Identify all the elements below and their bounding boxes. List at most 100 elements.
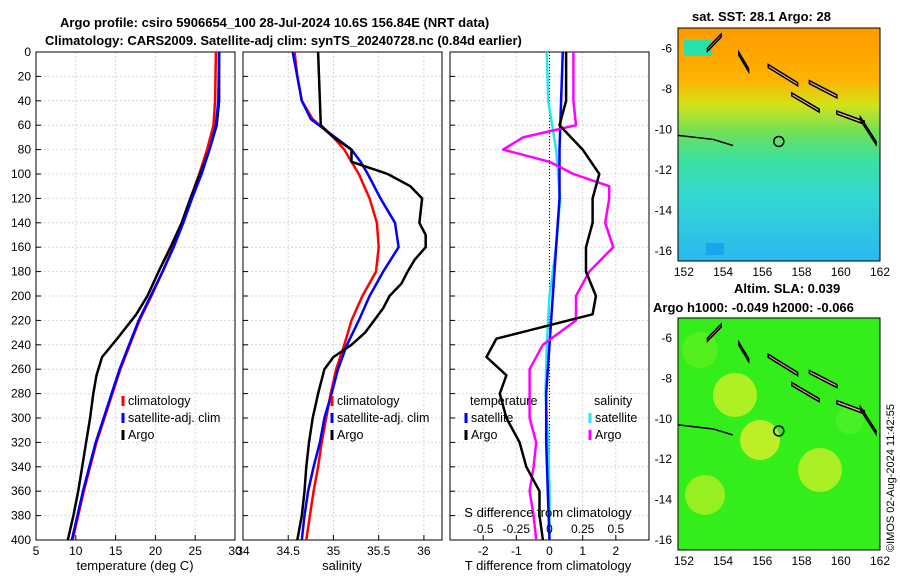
depth-tick-label: 160 [11,240,31,254]
sst-map-cool-patch [684,40,712,56]
salinity-panel-xtick-label: 36 [417,544,431,558]
sla-map-island [790,381,820,404]
depth-tick-label: 220 [11,313,31,327]
difference-temperature-satellite-line [544,51,565,541]
difference-legend-salinity-argo-label: Argo [595,428,621,442]
depth-tick-label: 240 [11,338,31,352]
difference-panel-xtick-label: 1 [579,544,586,558]
salinity-panel-xtick-label: 35.5 [367,544,391,558]
temperature-legend-argo-label: Argo [128,428,154,442]
sla-map-island [706,322,722,344]
sst-map-argo-marker [773,135,785,148]
figure-title-line2: Climatology: CARS2009. Satellite-adj cli… [45,33,522,48]
depth-tick-label: 320 [11,435,31,449]
salinity-panel-frame [242,51,443,541]
depth-tick-label: 100 [11,167,31,181]
salinity-panel-xtick-label: 35 [327,544,341,558]
sst-map-frame [677,27,881,262]
sla-map-lon-tick: 156 [752,554,772,568]
depth-tick-label: 300 [11,411,31,425]
sla-map-lat-tick: -8 [661,372,672,386]
sla-map-lon-tick: 162 [870,554,890,568]
salinity-legend-satellite-label: satellite-adj. clim [337,411,429,425]
sst-map-lon-tick: 158 [792,265,812,279]
sla-map-anomaly-blob [836,406,864,434]
depth-tick-label: 120 [11,191,31,205]
difference-top-tick: -0.5 [473,522,494,536]
sst-map-island [808,79,838,100]
figure-title-line1: Argo profile: csiro 5906654_100 28-Jul-2… [60,15,490,30]
salinity-panel-xtick-label: 34 [236,544,250,558]
temperature-panel-xtick-label: 25 [189,544,203,558]
depth-tick-label: 200 [11,289,31,303]
sla-map-island [808,369,838,389]
sla-map-lon-tick: 154 [713,554,733,568]
salinity-panel-xtick-label: 34.5 [277,544,301,558]
salinity-legend-climatology-label: climatology [337,394,400,408]
sla-map-lon-tick: 158 [792,554,812,568]
sla-map-lat-tick: -10 [655,412,673,426]
sst-map-lat-tick: -10 [655,122,673,136]
sla-map-anomaly-blob [685,475,725,515]
sla-map-island [859,404,877,437]
difference-top-tick: -0.25 [503,522,531,536]
difference-legend-salinity-title: salinity [594,394,633,408]
sla-map-anomaly-blob [682,332,718,368]
sla-map-argo-marker [773,425,785,437]
sst-map-lon-tick: 156 [752,265,772,279]
sla-map-island [738,339,750,365]
difference-top-tick: 0.5 [607,522,624,536]
sst-map-island [767,63,799,88]
temperature-panel-xtick-label: 15 [109,544,123,558]
sla-map-lat-tick: -6 [661,331,672,345]
difference-panel-xtick-label: -1 [511,544,522,558]
temperature-panel-xtick-label: 10 [69,544,83,558]
sst-map-title: sat. SST: 28.1 Argo: 28 [692,9,831,24]
sst-map-island [738,49,750,75]
depth-tick-label: 0 [24,45,31,59]
difference-legend-temperature-title: temperature [470,394,537,408]
salinity-legend-argo-label: Argo [337,428,363,442]
sst-map-lat-tick: -16 [655,244,673,258]
difference-panel-xtick-label: 0 [546,544,553,558]
sst-map-lat-tick: -14 [655,203,673,217]
sla-map-island [767,352,799,377]
sla-map-frame [677,317,881,551]
difference-top-label: S difference from climatology [464,505,632,520]
difference-top-tick: 0.25 [571,522,595,536]
temperature-satellite-line [70,51,221,541]
temperature-panel-xtick-label: 20 [149,544,163,558]
sst-map-lon-tick: 160 [831,265,851,279]
sla-map-anomaly-blob [798,448,842,492]
difference-top-tick: 0 [546,522,553,536]
difference-salinity-satellite-line [544,51,562,540]
sla-map-lon-tick: 152 [674,554,694,568]
sst-map-lon-tick: 154 [713,265,733,279]
depth-tick-label: 40 [18,94,32,108]
temperature-panel-xtick-label: 5 [33,544,40,558]
salinity-argo-line [296,51,427,541]
temperature-xlabel: temperature (deg C) [76,558,193,573]
sst-map-lat-tick: -6 [661,41,672,55]
difference-panel-xtick-label: 2 [612,544,619,558]
depth-tick-label: 280 [11,387,31,401]
sst-map-coastline [677,134,734,147]
difference-xlabel: T difference from climatology [465,558,632,573]
depth-tick-label: 60 [18,118,32,132]
sst-map-lon-tick: 162 [870,265,890,279]
difference-legend-salinity-satellite-label: satellite [595,411,637,425]
depth-tick-label: 260 [11,362,31,376]
depth-tick-label: 140 [11,216,31,230]
sst-map-island [706,32,722,54]
difference-legend-temperature-satellite-label: satellite [471,411,513,425]
sst-map-field [678,28,880,261]
depth-tick-label: 380 [11,509,31,523]
depth-tick-label: 360 [11,484,31,498]
sla-map-lat-tick: -16 [655,533,673,547]
sst-map-lat-tick: -12 [655,163,673,177]
temperature-panel-xtick-label: 30 [228,544,242,558]
sst-map-lon-tick: 152 [674,265,694,279]
sst-map-lat-tick: -8 [661,82,672,96]
sla-map-lat-tick: -12 [655,452,673,466]
